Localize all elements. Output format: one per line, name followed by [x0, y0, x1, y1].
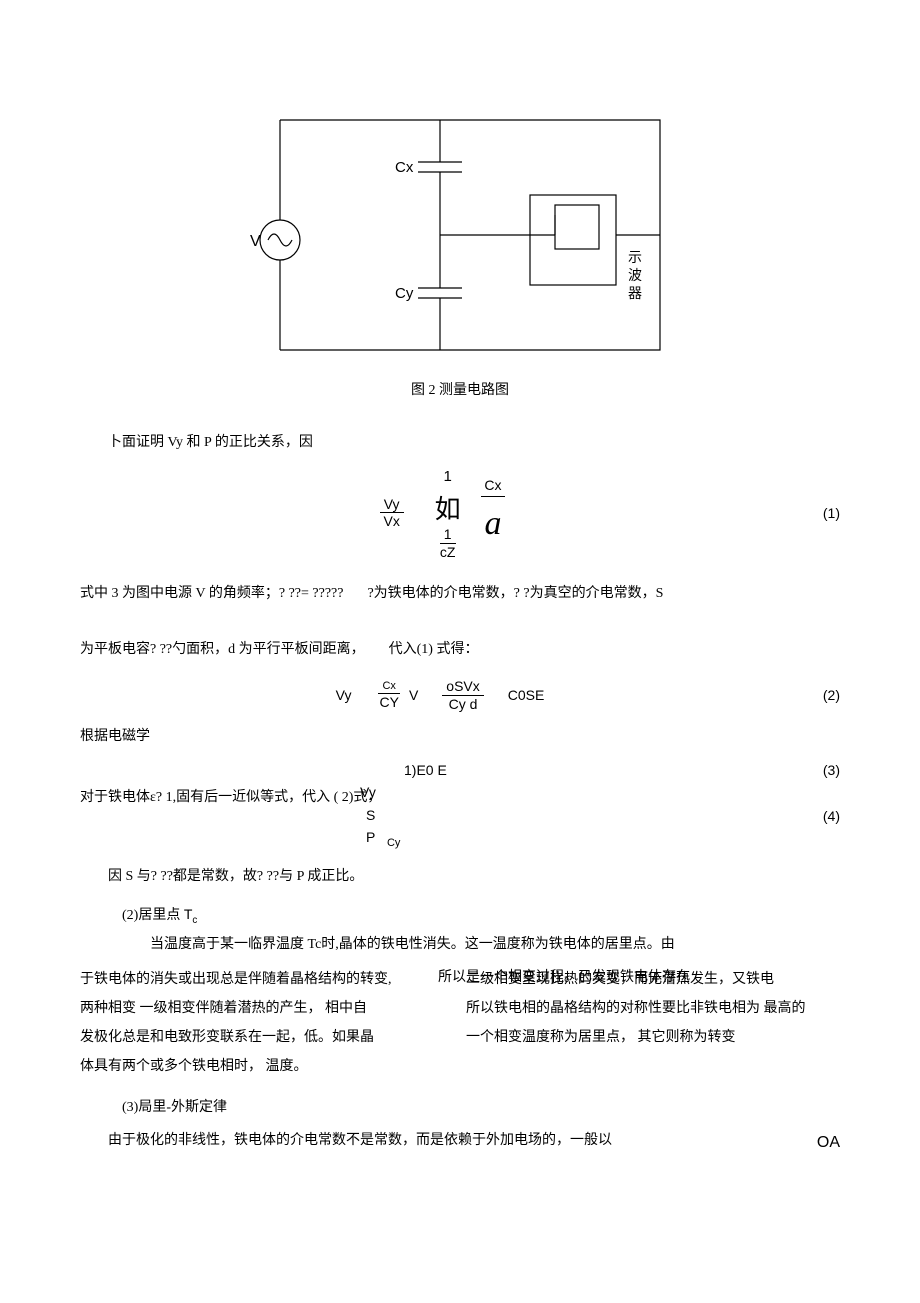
label-scope-2: 波	[628, 268, 642, 284]
label-cy: Cy	[395, 285, 414, 302]
paragraph-6: 因 S 与? ??都是常数，故? ??与 P 成正比。	[80, 866, 840, 888]
circuit-svg: V Cx Cy 示 波 器	[240, 100, 680, 360]
paragraph-2a: 式中 3 为图中电源 V 的角频率；? ??= ?????	[80, 583, 343, 605]
section-2-intro: 当温度高于某一临界温度 Tc时,晶体的铁电性消失。这一温度称为铁电体的居里点。由	[122, 934, 840, 956]
section-2-label: (2)居里点 Tc	[122, 903, 840, 928]
col-right-1: 二级相变呈现比热的突变，而无潜热发生，又铁电 所以是一个相变过程。已发现铁电体存…	[466, 967, 840, 992]
circuit-diagram: V Cx Cy 示 波 器	[240, 100, 680, 360]
oa-label: OA	[817, 1130, 840, 1156]
col-right-3: 一个相变温度称为居里点， 其它则称为转变	[466, 1025, 840, 1050]
col-left-2: 两种相变 一级相变伴随着潜热的产生， 相中自	[80, 996, 454, 1021]
paragraph-7: 由于极化的非线性，铁电体的介电常数不是常数，而是依赖于外加电场的，一般以	[80, 1130, 840, 1152]
eq4-number: (4)	[823, 805, 840, 831]
col-right-2: 所以铁电相的晶格结构的对称性要比非铁电相为 最高的	[466, 996, 840, 1021]
equation-2: Vy Cx CY V oSVx Cy d C0SE (2)	[80, 678, 840, 713]
label-cx: Cx	[395, 159, 414, 176]
label-scope-1: 示	[628, 251, 642, 266]
equation-1: Vy Vx 1 如 1 cZ Cx a (1)	[80, 465, 840, 561]
col-left-4: 体具有两个或多个铁电相时， 温度。	[80, 1054, 454, 1079]
eq3-number: (3)	[823, 759, 840, 785]
paragraph-3a: 为平板电容? ??勺面积，d 为平行平板间距离，	[80, 639, 365, 661]
paragraph-2b: ?为铁电体的介电常数，? ?为真空的介电常数，S	[367, 583, 663, 605]
figure-caption: 图 2 测量电路图	[80, 380, 840, 402]
section-3-label: (3)局里-外斯定律	[122, 1097, 840, 1119]
eq1-number: (1)	[800, 502, 840, 524]
paragraph-4: 根据电磁学	[80, 726, 840, 748]
col-left-3: 发极化总是和电致形变联系在一起，低。如果晶	[80, 1025, 454, 1050]
label-v: V	[250, 233, 261, 250]
paragraph-1: 卜面证明 Vy 和 P 的正比关系，因	[80, 432, 840, 454]
paragraph-5: 对于铁电体ε? 1,固有后一近似等式，代入 ( 2)式，	[80, 787, 381, 809]
label-scope-3: 器	[628, 287, 642, 302]
equation-3-4-block: (3) (4) 对于铁电体ε? 1,固有后一近似等式，代入 ( 2)式， 1)E…	[80, 759, 840, 853]
col-left-1: 于铁电体的消失或出现总是伴随着晶格结构的转变,	[80, 967, 454, 992]
paragraph-3b: 代入(1) 式得：	[389, 639, 479, 661]
eq2-number: (2)	[800, 684, 840, 706]
two-column-text: 于铁电体的消失或出现总是伴随着晶格结构的转变, 两种相变 一级相变伴随着潜热的产…	[80, 963, 840, 1084]
